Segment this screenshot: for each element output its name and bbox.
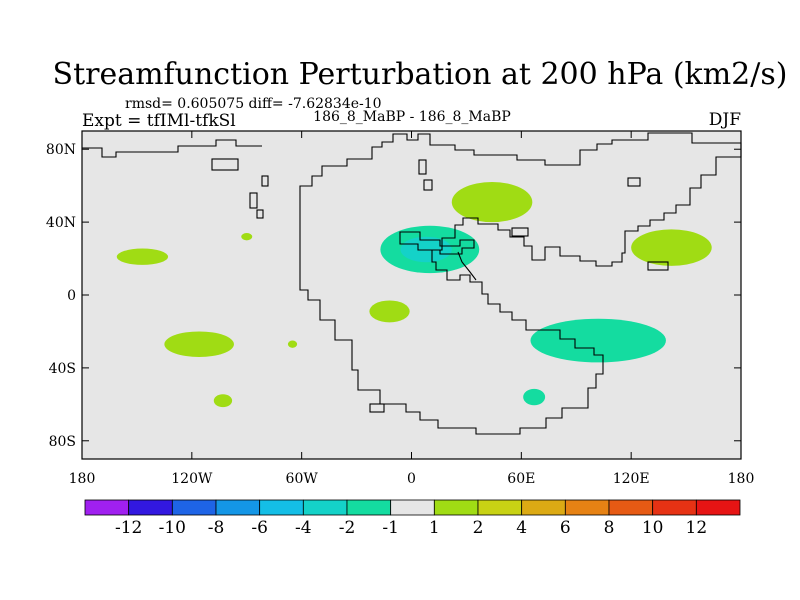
experiment-label: Expt = tfIMl-tfkSl: [82, 111, 236, 131]
colorbar-label: -8: [208, 518, 225, 538]
colorbar-box: [477, 499, 523, 516]
colorbar-label: -4: [295, 518, 312, 538]
coastline-eurasia-africa: [299, 132, 742, 435]
colorbar-label: 10: [642, 518, 664, 538]
colorbar-box: [84, 499, 130, 516]
colorbar-box: [215, 499, 261, 516]
colorbar-label: -6: [251, 518, 268, 538]
x-tick-label: 60E: [507, 471, 535, 487]
y-tick-label: 0: [67, 288, 76, 304]
x-tick-label: 0: [407, 471, 416, 487]
y-tick-label: 40N: [46, 215, 76, 231]
coastline-island-1: [261, 175, 269, 187]
anomaly-southern-pacific-small: [213, 394, 233, 408]
stats-line: rmsd= 0.605075 diff= -7.62834e-10: [125, 96, 382, 112]
x-axis-tick-labels: 180 120W 60W 0 60E 120E 180: [69, 471, 755, 487]
colorbar-box: [608, 499, 654, 516]
coastline-mediterranean: [399, 231, 475, 255]
x-tick-label: 180: [69, 471, 96, 487]
season-label: DJF: [709, 110, 741, 130]
anomaly-south-america-small: [287, 340, 298, 348]
anomaly-tropical-south-pacific: [164, 331, 234, 357]
colorbar-label: -10: [159, 518, 186, 538]
coastline-greenland-east: [211, 158, 239, 171]
colorbar-label: 12: [686, 518, 708, 538]
colorbar-box: [564, 499, 610, 516]
colorbar-box: [128, 499, 173, 516]
y-tick-label: 80S: [49, 434, 76, 450]
colorbar-labels: -12 -10 -8 -6 -4 -2 -1 1 2 4 6 8 10 12: [115, 518, 707, 538]
y-axis-tick-labels: 80N 40N 0 40S 80S: [46, 142, 76, 450]
colorbar-box: [652, 499, 697, 516]
chart-title: Streamfunction Perturbation at 200 hPa (…: [53, 57, 788, 92]
anomaly-indian-ocean: [530, 318, 666, 363]
x-tick-label: 120E: [613, 471, 650, 487]
anomaly-mediterranean-low-core: [400, 236, 452, 263]
x-tick-label: 120W: [171, 471, 213, 487]
colorbar-label: 2: [473, 518, 484, 538]
anomaly-layer: [116, 182, 712, 408]
coastlines: [82, 132, 742, 435]
colorbar-box: [390, 499, 435, 516]
y-tick-label: 40S: [49, 361, 76, 377]
colorbar-label: 8: [604, 518, 615, 538]
anomaly-southern-africa-small: [523, 388, 546, 406]
anomaly-mexico-small: [241, 233, 253, 241]
colorbar-label: 6: [560, 518, 571, 538]
map-background: [82, 131, 741, 459]
colorbar-box: [433, 499, 479, 516]
coastline-island-7: [369, 403, 385, 413]
anomaly-central-asia: [451, 182, 533, 223]
coastline-island-6: [647, 261, 669, 271]
coastline-red-sea: [457, 251, 477, 281]
anomaly-tropical-atlantic: [369, 300, 410, 323]
x-tick-label: 60W: [286, 471, 319, 487]
colorbar-box: [695, 499, 741, 516]
coastline-island-4: [418, 159, 427, 175]
coastline-island-3: [256, 209, 264, 219]
y-tick-label: 80N: [46, 142, 76, 158]
colorbar-boxes: [84, 499, 741, 516]
coastline-lake: [511, 227, 529, 237]
colorbar-label: 1: [429, 518, 440, 538]
tick-marks: [81, 131, 742, 459]
coastline-arctic: [82, 139, 262, 158]
x-tick-label: 180: [728, 471, 755, 487]
colorbar-box: [521, 499, 566, 516]
map-area: [81, 130, 742, 460]
coastline-island-5: [423, 179, 433, 191]
coastline-island-2: [249, 192, 258, 209]
colorbar: -12 -10 -8 -6 -4 -2 -1 1 2 4 6 8 10 12: [84, 499, 741, 538]
colorbar-label: -2: [339, 518, 356, 538]
colorbar-label: -1: [382, 518, 399, 538]
colorbar-box: [346, 499, 392, 516]
colorbar-label: 4: [516, 518, 527, 538]
colorbar-box: [302, 499, 348, 516]
anomaly-north-pacific-east: [116, 248, 169, 265]
anomaly-north-pacific-west: [631, 229, 712, 266]
colorbar-box: [259, 499, 304, 516]
colorbar-label: -12: [115, 518, 142, 538]
comparison-label: 186_8_MaBP - 186_8_MaBP: [313, 109, 511, 125]
coastline-kamchatka: [627, 177, 641, 187]
colorbar-box: [171, 499, 217, 516]
